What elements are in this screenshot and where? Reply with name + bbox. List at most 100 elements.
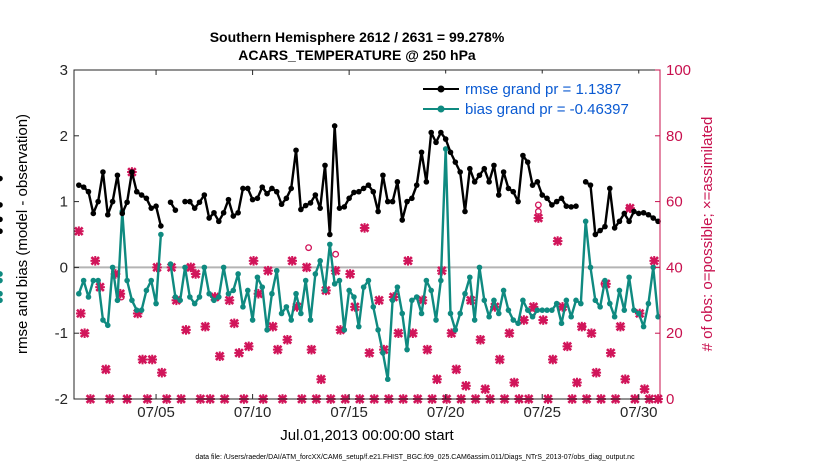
bias-point [104,322,111,329]
bias-point [225,290,232,297]
rmse-point [476,172,483,179]
y2-tick-label: 80 [666,128,683,145]
rmse-point [418,149,425,156]
rmse-point [104,211,111,218]
obs-assimilated-marker [306,344,317,355]
rmse-point [520,152,526,159]
obs-possible-marker [332,250,340,258]
bias-point [302,277,309,284]
rmse-point [298,206,304,213]
obs-assimilated-marker [403,256,413,266]
bias-point [138,307,145,313]
bias-point [409,297,415,304]
bias-point [616,287,623,294]
bias-point [283,304,290,310]
obs-assimilated-marker [577,321,587,332]
rmse-point [124,199,130,206]
bias-point [524,307,531,313]
bias-point [293,290,299,297]
rmse-point [225,196,232,203]
rmse-point [529,182,536,188]
obs-assimilated-marker [422,344,433,355]
obs-assimilated-marker [272,344,283,355]
bias-point [322,287,328,294]
bias-point [244,287,251,294]
bias-point [462,290,468,297]
rmse-point [452,159,459,165]
footer-data-file: data file: /Users/raeder/DAI/ATM_forcXX/… [195,454,635,461]
rmse-point [355,188,362,195]
bias-point [433,317,439,323]
bias-point [114,297,121,304]
rmse-point [172,207,179,213]
rmse-point [462,208,468,215]
bias-point [418,310,425,317]
rmse-point [409,195,415,202]
bias-point [505,307,512,313]
rmse-point [486,179,492,185]
rmse-point [650,215,657,221]
obs-assimilated-marker [101,364,111,375]
rmse-point [370,188,377,195]
obs-assimilated-marker [548,354,558,365]
y-tick-label: 1 [60,194,68,211]
bias-series-group [0,146,661,383]
y2-tick-label: 20 [666,325,683,342]
bias-point [307,317,314,323]
y-tick-label: -1 [55,325,68,342]
rmse-point [360,185,367,192]
rmse-point [283,195,290,202]
rmse-point [524,159,531,165]
rmse-point [216,218,222,225]
rmse-point [481,165,488,172]
bias-point [447,310,454,317]
obs-assimilated-marker [615,321,626,332]
rmse-point [143,195,150,202]
obs-assimilated-marker [533,213,544,223]
bias-point [495,310,502,317]
bias-point [438,277,444,284]
bias-point [182,264,188,271]
rmse-point [351,189,357,196]
bias-point [626,274,632,281]
chart-title: Southern Hemisphere 2612 / 2631 = 99.278… [210,29,505,45]
x-tick-label: 07/20 [427,404,465,421]
x-axis-label: Jul.01,2013 00:00:00 start [280,427,454,444]
rmse-point [495,192,502,198]
obs-assimilated-marker [649,256,660,266]
bias-point [384,376,391,383]
bias-point [467,274,473,281]
rmse-point [467,165,473,172]
rmse-point [114,172,121,179]
rmse-point [76,182,82,188]
bias-point [544,307,550,313]
bias-point [486,313,492,320]
obs-assimilated-marker [335,325,346,335]
rmse-point [389,198,396,205]
bias-point [481,297,488,304]
bias-point [158,231,164,238]
rmse-point [645,211,652,218]
obs-assimilated-marker [234,348,244,358]
bias-point [211,297,217,304]
bias-point [336,277,343,284]
rmse-point [515,198,521,205]
obs-assimilated-marker [432,374,442,385]
bias-point [635,310,642,317]
rmse-point [288,185,295,192]
rmse-point [90,210,97,217]
rmse-point [438,129,444,136]
bias-point [269,290,275,297]
obs-assimilated-marker [465,295,476,306]
rmse-point [249,196,256,203]
rmse-point [269,185,275,192]
x-tick-label: 07/05 [137,404,175,421]
y2-tick-label: 40 [666,259,683,276]
rmse-point [196,199,203,206]
rmse-point [322,162,328,169]
bias-point [650,264,657,271]
bias-point [0,277,3,284]
rmse-point [80,184,87,190]
obs-assimilated-marker [359,223,370,233]
